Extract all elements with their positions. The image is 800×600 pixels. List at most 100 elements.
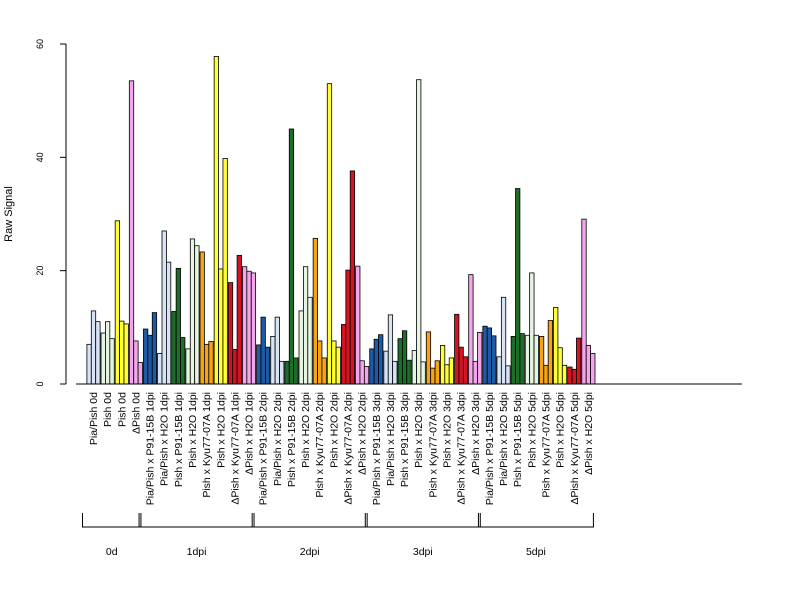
bar bbox=[571, 368, 577, 385]
bar bbox=[143, 328, 149, 385]
bar bbox=[185, 348, 191, 385]
bar bbox=[392, 360, 398, 385]
bar bbox=[491, 335, 497, 385]
bar bbox=[242, 266, 248, 385]
bar bbox=[387, 314, 394, 385]
bar bbox=[373, 338, 379, 385]
bar bbox=[260, 316, 266, 385]
category-label: Pish x H2O 2dpi bbox=[328, 392, 340, 468]
bar bbox=[543, 364, 549, 385]
y-tick-label: 40 bbox=[35, 152, 45, 162]
bar bbox=[246, 270, 252, 385]
bar bbox=[222, 158, 228, 385]
group-bracket bbox=[251, 513, 368, 528]
category-label: Pia/Pish x H2O 1dpi bbox=[159, 392, 171, 486]
group-bracket bbox=[82, 513, 142, 528]
group-label: 0d bbox=[106, 546, 118, 558]
bar bbox=[133, 340, 139, 385]
bar bbox=[326, 83, 333, 385]
group-bracket bbox=[477, 513, 594, 528]
bar bbox=[307, 296, 313, 385]
bar bbox=[397, 338, 403, 385]
group-label: 2dpi bbox=[300, 546, 320, 558]
category-label: Pia/Pish x P91-15B 2dpi bbox=[258, 392, 270, 505]
category-label: Pish x P91-15B 2dpi bbox=[286, 392, 298, 487]
y-axis: 0 20 40 60 bbox=[35, 39, 67, 387]
bar bbox=[157, 352, 163, 385]
category-label: Pia/Pish x P91-15B 1dpi bbox=[145, 392, 157, 505]
bar bbox=[369, 348, 375, 385]
bar bbox=[270, 335, 276, 385]
y-tick-label: 60 bbox=[35, 39, 45, 49]
bar bbox=[430, 367, 436, 385]
bar bbox=[175, 267, 181, 385]
bar bbox=[529, 272, 535, 385]
bar bbox=[293, 357, 299, 385]
bar bbox=[213, 56, 219, 385]
y-tick-label: 0 bbox=[35, 381, 45, 386]
category-label: Pia/Pish x P91-15B 3dpi bbox=[371, 392, 383, 505]
category-label: Pish x Kyu77-07A 2dpi bbox=[314, 392, 326, 498]
bar bbox=[264, 346, 271, 385]
bar bbox=[363, 366, 370, 385]
bar bbox=[137, 362, 143, 385]
bar bbox=[533, 334, 539, 385]
category-label: Pish x H2O 1dpi bbox=[187, 392, 199, 468]
bar bbox=[359, 360, 365, 385]
bar bbox=[317, 340, 323, 385]
bar bbox=[208, 341, 214, 385]
category-label: Pia/Pish x H2O 3dpi bbox=[385, 392, 397, 486]
bar bbox=[401, 330, 408, 385]
group-bracket bbox=[364, 513, 481, 528]
category-label: Pia/Pish x H2O 5dpi bbox=[498, 392, 510, 486]
category-label: Pish x H2O 1dpi bbox=[215, 392, 227, 468]
bar bbox=[524, 334, 531, 385]
category-label: ΔPish x Kyu77-07A 5dpi bbox=[569, 392, 581, 505]
category-label: Pish x P91-15B 3dpi bbox=[399, 392, 411, 487]
group-brackets: 0d 1dpi 2dpi 3dpi 5dpi bbox=[82, 513, 594, 558]
category-label: Pish x H2O 2dpi bbox=[300, 392, 312, 468]
bar bbox=[288, 128, 295, 385]
bar bbox=[585, 345, 592, 385]
bar bbox=[411, 350, 417, 385]
category-label: ΔPish 0d bbox=[130, 392, 142, 434]
category-label: Pia/Pish x H2O 2dpi bbox=[272, 392, 284, 486]
category-label: Pish x Kyu77-07A 5dpi bbox=[540, 392, 552, 498]
bar bbox=[204, 343, 210, 385]
bar bbox=[302, 266, 309, 385]
bar bbox=[448, 357, 455, 385]
category-label: ΔPish x Kyu77-07A 1dpi bbox=[229, 392, 241, 505]
bar bbox=[321, 357, 327, 385]
bar bbox=[425, 331, 432, 385]
category-label: Pia/Pish 0d bbox=[88, 392, 100, 445]
bar bbox=[345, 269, 351, 385]
bar bbox=[161, 230, 167, 385]
category-label: ΔPish x H2O 1dpi bbox=[244, 392, 256, 475]
category-label: Pish x H2O 3dpi bbox=[413, 392, 425, 468]
bar bbox=[274, 316, 280, 385]
bar bbox=[496, 356, 502, 385]
bar bbox=[218, 268, 224, 385]
bar bbox=[378, 334, 384, 385]
bar bbox=[510, 335, 516, 385]
bar bbox=[515, 188, 521, 385]
category-label: ΔPish x H2O 2dpi bbox=[357, 392, 369, 475]
category-label: Pia/Pish x P91-15B 5dpi bbox=[484, 392, 496, 505]
bar bbox=[105, 321, 111, 385]
bar bbox=[486, 327, 493, 385]
bar bbox=[576, 337, 582, 385]
bar bbox=[250, 272, 257, 385]
bar bbox=[383, 350, 389, 385]
group-label: 3dpi bbox=[413, 546, 433, 558]
bar bbox=[416, 79, 422, 385]
bar bbox=[232, 349, 238, 385]
bar bbox=[547, 320, 553, 385]
bar bbox=[165, 261, 172, 385]
category-label: Pish x P91-15B 5dpi bbox=[512, 392, 524, 487]
bar bbox=[590, 352, 596, 385]
category-label: Pish x H2O 3dpi bbox=[442, 392, 454, 468]
bars-layer bbox=[86, 56, 596, 385]
bar bbox=[355, 265, 361, 385]
